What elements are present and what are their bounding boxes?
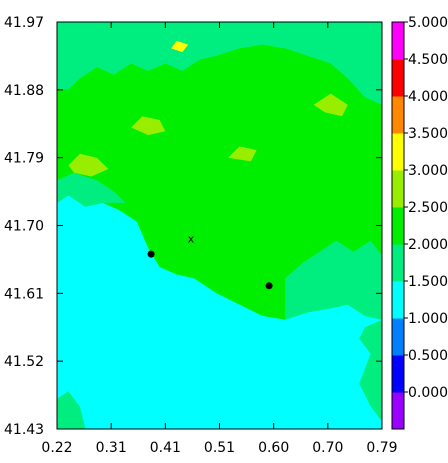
y-tick-label: 41.70 [4, 219, 44, 235]
x-tick-label: 0.60 [258, 440, 289, 456]
colorbar-label: 4.000 [408, 89, 448, 105]
y-tick-label: 41.43 [4, 422, 44, 438]
contour-region-14 [228, 146, 257, 162]
y-tick-label: 41.52 [4, 354, 44, 370]
contour-region-12 [131, 116, 166, 136]
colorbar-label: 0.500 [408, 348, 448, 364]
contour-region-15 [171, 40, 189, 53]
contour-region-4 [57, 22, 382, 105]
contour-region-13 [313, 93, 348, 117]
x-tick-label: 0.51 [204, 440, 235, 456]
colorbar-frame [391, 21, 405, 430]
colorbar-swatch [392, 244, 404, 282]
x-tick-label: 0.41 [150, 440, 181, 456]
colorbar-label: 3.500 [408, 126, 448, 142]
colorbar-labels: 0.000 0.500 1.000 1.500 2.000 2.500 3.000 3.500… [404, 15, 448, 401]
colorbar-swatch [392, 281, 404, 319]
contour-region-6 [285, 240, 382, 320]
colorbar [391, 21, 405, 430]
colorbar-label: 4.500 [408, 52, 448, 68]
marker-dot [147, 250, 155, 258]
colorbar-swatch [392, 207, 404, 245]
marker-cross: x [188, 232, 195, 245]
colorbar-swatch [392, 96, 404, 134]
contour-region-3 [57, 195, 382, 429]
colorbar-swatch [392, 22, 404, 60]
y-axis: 41.97 41.88 41.79 41.70 41.61 41.52 41.43 [4, 15, 382, 438]
markers: x [147, 232, 273, 290]
contour-region-7 [359, 319, 382, 422]
colorbar-swatch [392, 170, 404, 208]
colorbar-label: 1.500 [408, 274, 448, 290]
contour-region-8 [57, 391, 86, 429]
colorbar-swatch [392, 392, 404, 430]
y-tick-label: 41.97 [4, 15, 44, 31]
colorbar-swatch [392, 133, 404, 171]
contour-region-11 [68, 153, 109, 177]
colorbar-label: 3.000 [408, 163, 448, 179]
contour-fills [57, 22, 382, 429]
x-tick-label: 0.70 [312, 440, 343, 456]
marker-dot [265, 282, 273, 290]
y-tick-label: 41.79 [4, 151, 44, 167]
x-tick-label: 0.22 [41, 440, 72, 456]
colorbar-swatch [392, 355, 404, 393]
colorbar-label: 0.000 [408, 385, 448, 401]
colorbar-label: 5.000 [408, 15, 448, 31]
colorbar-swatch [392, 318, 404, 356]
x-tick-label: 0.31 [96, 440, 127, 456]
colorbar-label: 1.000 [408, 311, 448, 327]
x-axis: 0.22 0.31 0.41 0.51 0.60 0.70 0.79 [41, 22, 398, 456]
colorbar-label: 2.000 [408, 237, 448, 253]
y-tick-label: 41.61 [4, 286, 44, 302]
y-tick-label: 41.88 [4, 83, 44, 99]
x-tick-label: 0.79 [366, 440, 397, 456]
contour-region-5 [57, 172, 126, 207]
colorbar-swatch [392, 59, 404, 97]
colorbar-label: 2.500 [408, 200, 448, 216]
